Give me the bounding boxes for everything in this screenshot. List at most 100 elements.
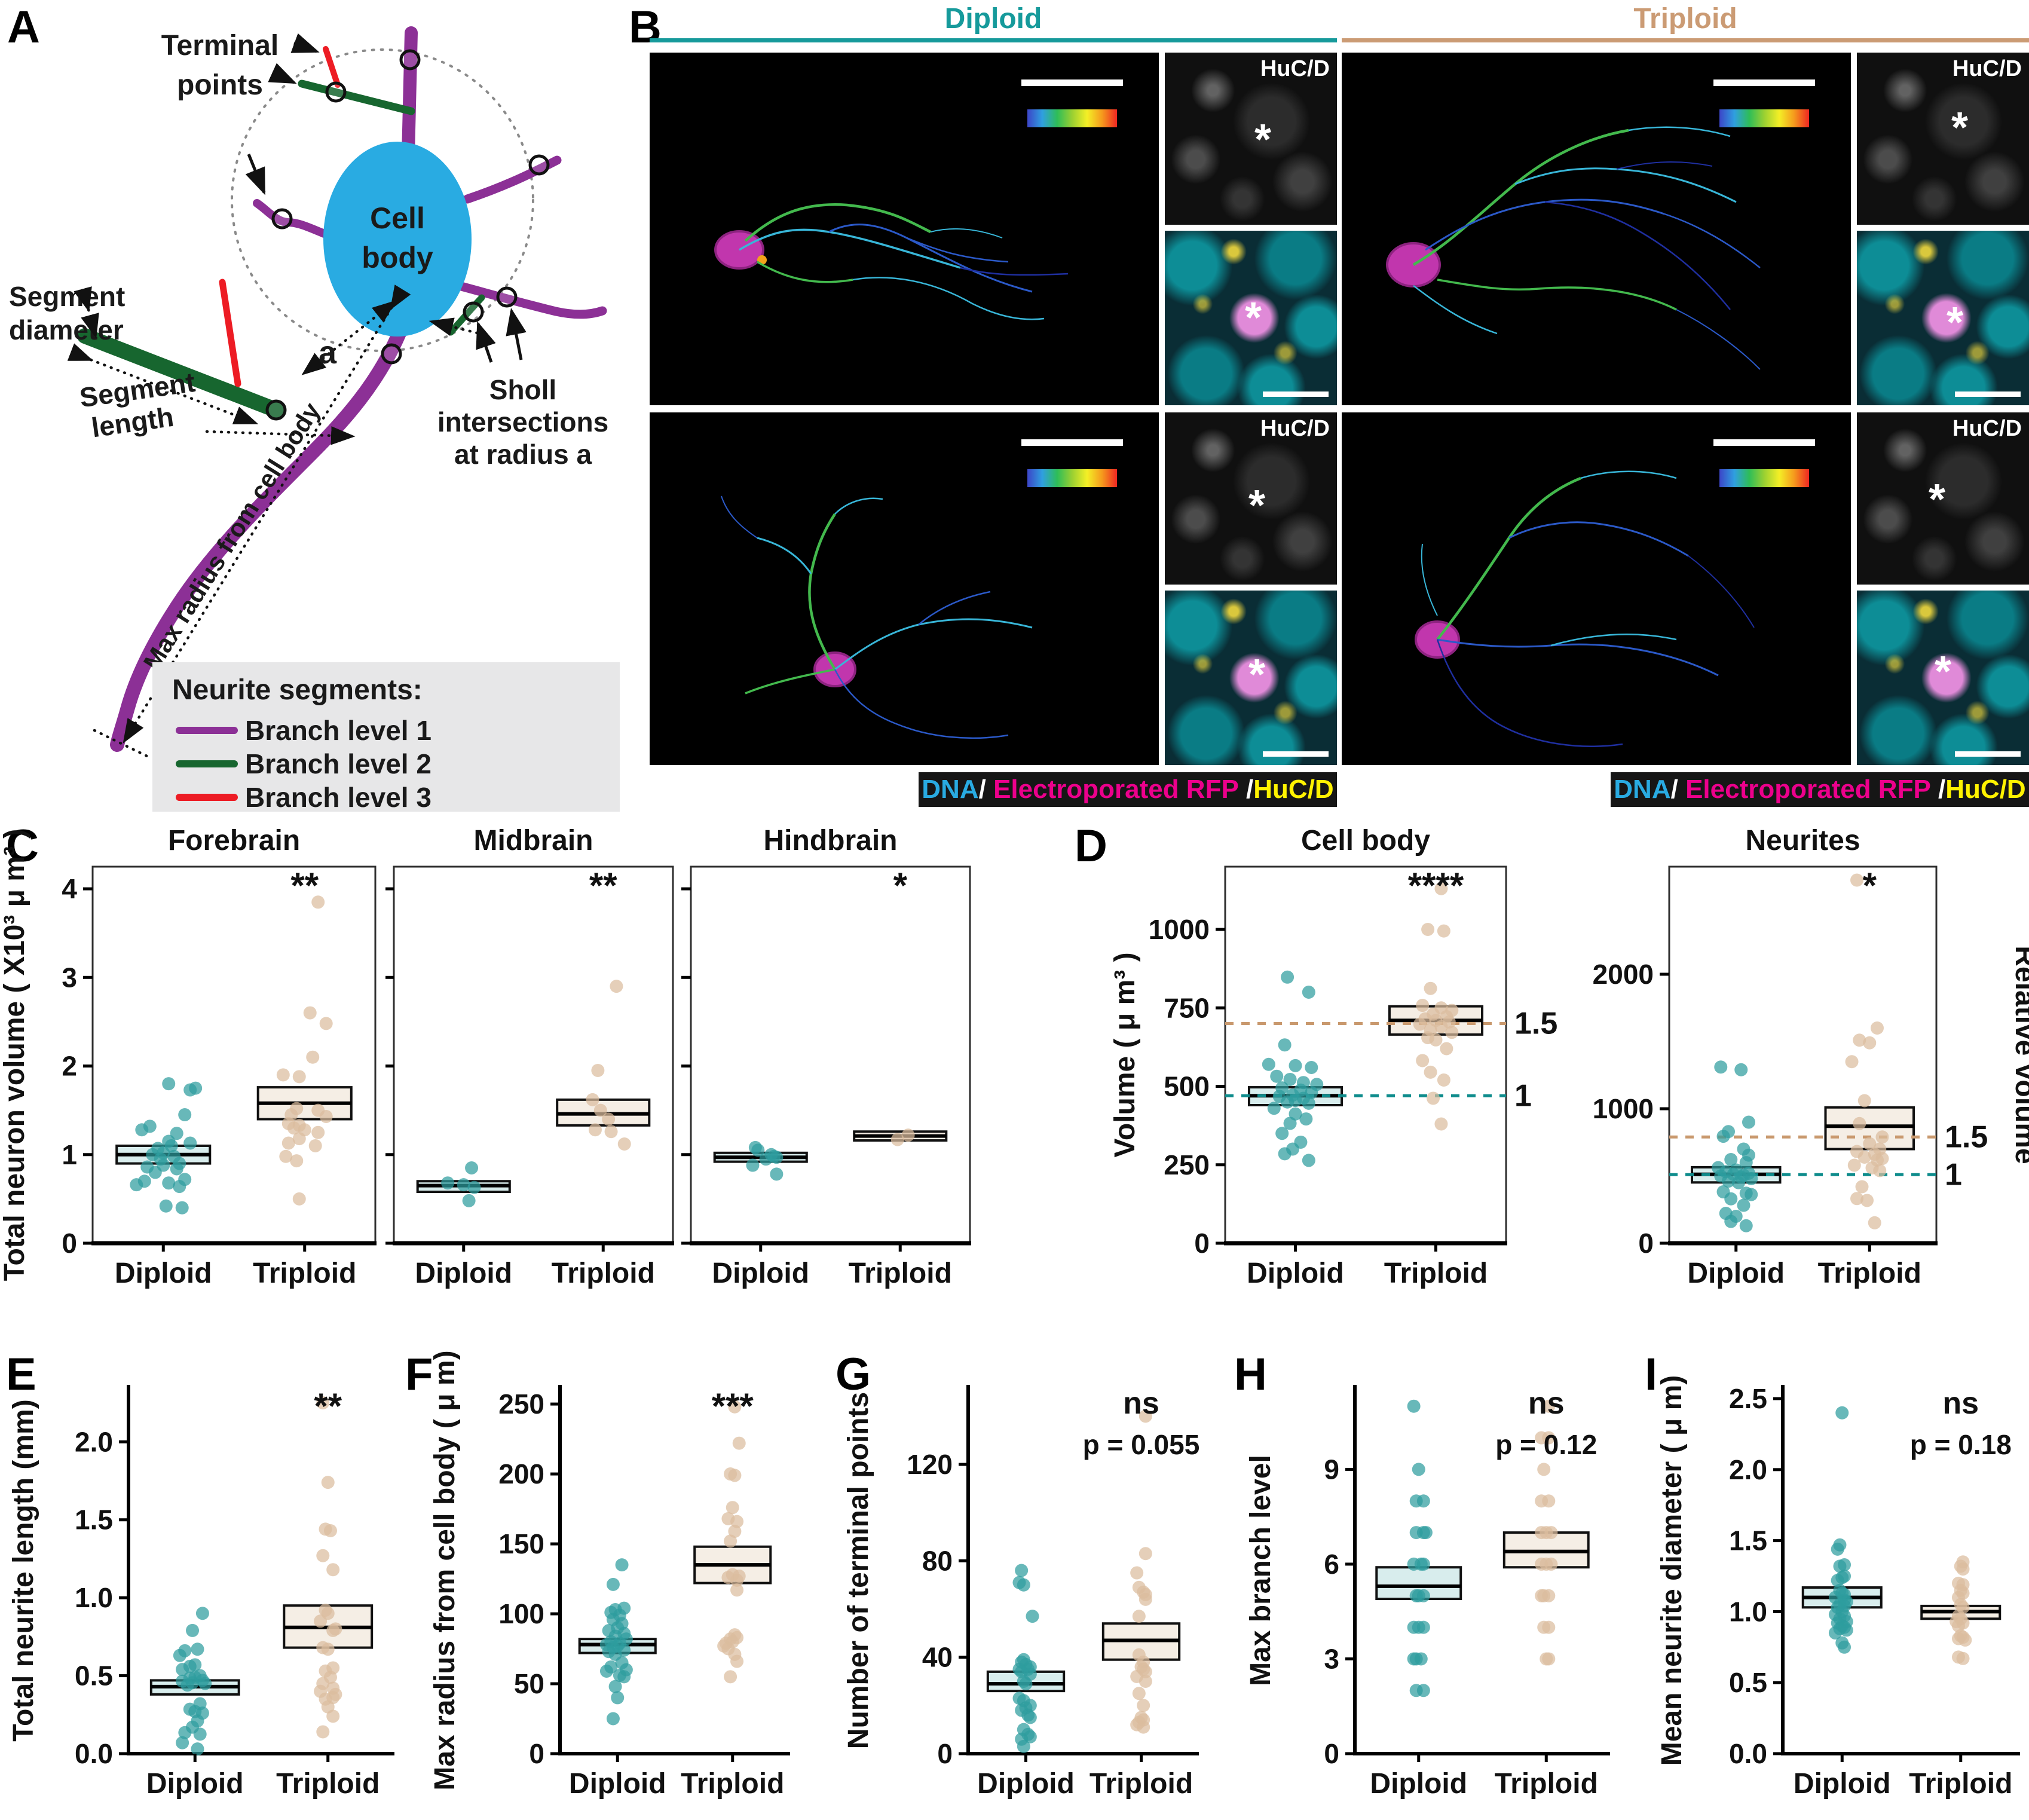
panel-a-schematic: Cell body Terminal points a Max radius f… xyxy=(0,0,625,816)
panel-label-d: D xyxy=(1075,821,1107,871)
scale-bar xyxy=(1021,79,1123,86)
neuron-morphology-diagram: Cell body Terminal points a Max radius f… xyxy=(9,26,620,813)
scale-bar xyxy=(1263,391,1329,397)
hucd-label: HuC/D xyxy=(1260,56,1330,81)
svg-text:*: * xyxy=(893,865,908,906)
svg-text:200: 200 xyxy=(498,1458,544,1489)
svg-text:1.5: 1.5 xyxy=(1945,1119,1988,1154)
svg-text:Triploid: Triploid xyxy=(1909,1768,2012,1800)
svg-text:1.5: 1.5 xyxy=(1729,1525,1767,1556)
sholl-node xyxy=(271,208,293,230)
svg-text:0.5: 0.5 xyxy=(1729,1667,1767,1698)
svg-text:p = 0.12: p = 0.12 xyxy=(1495,1429,1597,1460)
selected-cell-asterisk: * xyxy=(1935,648,1952,696)
diploid-hucd-image: HuC/D * xyxy=(1165,412,1337,585)
triploid-neuron-reconstruction-image xyxy=(1342,412,1851,765)
caption-slash: / xyxy=(1238,775,1254,804)
caption-hucd: HuC/D xyxy=(1253,775,1334,804)
panel-label-i: I xyxy=(1645,1349,1658,1400)
svg-text:1.0: 1.0 xyxy=(75,1582,113,1613)
cell-body-label: Cell xyxy=(370,201,425,235)
segment-diameter-label: diameter xyxy=(9,314,124,345)
arrow-icon xyxy=(268,63,297,84)
svg-text:Diploid: Diploid xyxy=(1247,1258,1344,1289)
max-radius-label: Max radius from cell body xyxy=(137,397,326,675)
diploid-row-1: HuC/D * * xyxy=(650,53,1337,405)
neurite-segments-legend: Neurite segments: Branch level 1 Branch … xyxy=(152,662,620,813)
svg-text:80: 80 xyxy=(922,1545,953,1576)
hucd-label: HuC/D xyxy=(1952,56,2022,81)
sholl-node xyxy=(381,343,402,365)
legend-item-label: Branch level 1 xyxy=(245,715,431,746)
svg-text:Hindbrain: Hindbrain xyxy=(764,825,898,857)
branch1-right xyxy=(463,155,562,204)
depth-colorbar-icon xyxy=(1719,469,1809,487)
svg-text:Triploid: Triploid xyxy=(552,1258,655,1289)
svg-text:Triploid: Triploid xyxy=(681,1768,784,1800)
legend-item-label: Branch level 2 xyxy=(245,748,431,779)
diploid-column-title: Diploid xyxy=(944,3,1042,35)
svg-text:50: 50 xyxy=(514,1668,544,1699)
svg-text:0: 0 xyxy=(937,1738,953,1769)
depth-colorbar-icon xyxy=(1027,109,1117,127)
svg-text:Triploid: Triploid xyxy=(1090,1768,1193,1800)
caption-dna: DNA xyxy=(1614,775,1671,804)
legend-background xyxy=(152,662,620,812)
selected-cell-asterisk: * xyxy=(1248,651,1266,699)
branch3-top xyxy=(323,46,341,88)
svg-text:Triploid: Triploid xyxy=(253,1258,356,1289)
svg-text:ns: ns xyxy=(1123,1386,1159,1421)
svg-text:2.0: 2.0 xyxy=(1729,1454,1767,1485)
scale-bar xyxy=(1263,751,1329,757)
svg-text:0: 0 xyxy=(1194,1228,1210,1259)
svg-text:250: 250 xyxy=(498,1388,544,1420)
sholl-label: at radius a xyxy=(454,439,592,470)
svg-text:**: ** xyxy=(589,865,617,906)
svg-text:250: 250 xyxy=(1164,1149,1210,1180)
svg-text:40: 40 xyxy=(922,1642,953,1673)
svg-text:120: 120 xyxy=(907,1449,953,1480)
svg-text:Forebrain: Forebrain xyxy=(168,825,300,857)
branch3-segment xyxy=(219,279,241,387)
chart-forebrain: 0 1 2 3 4 ** Forebrain Diploid Triploid Total neu… xyxy=(0,820,385,1310)
svg-text:Triploid: Triploid xyxy=(1495,1768,1598,1800)
segment-diameter-label: Segment xyxy=(9,281,125,312)
svg-text:1: 1 xyxy=(1514,1078,1532,1113)
selected-cell-asterisk: * xyxy=(1929,476,1946,524)
svg-text:Midbrain: Midbrain xyxy=(474,825,593,857)
chart-midbrain: ** Midbrain Diploid Triploid xyxy=(384,820,681,1310)
radius-line xyxy=(429,317,486,337)
chart-terminal-points: 0 40 80 120 ns p = 0.055 Diploid Triploid Number… xyxy=(796,1348,1207,1817)
diploid-column-underline xyxy=(650,38,1337,42)
svg-text:***: *** xyxy=(712,1386,754,1426)
svg-text:Diploid: Diploid xyxy=(569,1768,666,1800)
panel-label-e: E xyxy=(6,1349,36,1400)
chart-neurite-diameter: 0.0 0.5 1.0 1.5 2.0 2.5 ns p = 0.18 Diploid Tripl… xyxy=(1618,1348,2029,1817)
sholl-node xyxy=(528,154,550,176)
svg-text:ns: ns xyxy=(1528,1386,1565,1421)
caption-rfp: Electroporated RFP xyxy=(1685,775,1931,804)
sholl-label: Sholl xyxy=(489,374,556,405)
arrow-icon xyxy=(290,33,320,53)
selected-cell-asterisk: * xyxy=(1245,294,1262,342)
svg-text:Triploid: Triploid xyxy=(1818,1258,1921,1289)
hucd-label: HuC/D xyxy=(1952,416,2022,441)
svg-text:ns: ns xyxy=(1942,1386,1979,1421)
panel-label-c: C xyxy=(6,821,39,871)
sholl-label: intersections xyxy=(437,406,608,438)
depth-colorbar-icon xyxy=(1719,109,1809,127)
svg-text:Relative volume: Relative volume xyxy=(2009,946,2029,1164)
triploid-column: Triploid xyxy=(1342,0,2029,816)
terminal-points-label: points xyxy=(177,69,263,101)
svg-text:Number of terminal points: Number of terminal points xyxy=(843,1392,874,1749)
svg-text:3: 3 xyxy=(62,962,77,993)
svg-text:Diploid: Diploid xyxy=(1370,1768,1467,1800)
svg-text:4: 4 xyxy=(62,873,77,904)
svg-text:*: * xyxy=(1863,865,1877,906)
svg-text:Triploid: Triploid xyxy=(849,1258,952,1289)
panel-label-a: A xyxy=(7,2,40,53)
svg-text:Cell body: Cell body xyxy=(1301,825,1430,857)
svg-text:2: 2 xyxy=(62,1051,77,1082)
diploid-merge-image: * xyxy=(1165,591,1337,765)
svg-text:Diploid: Diploid xyxy=(1794,1768,1891,1800)
